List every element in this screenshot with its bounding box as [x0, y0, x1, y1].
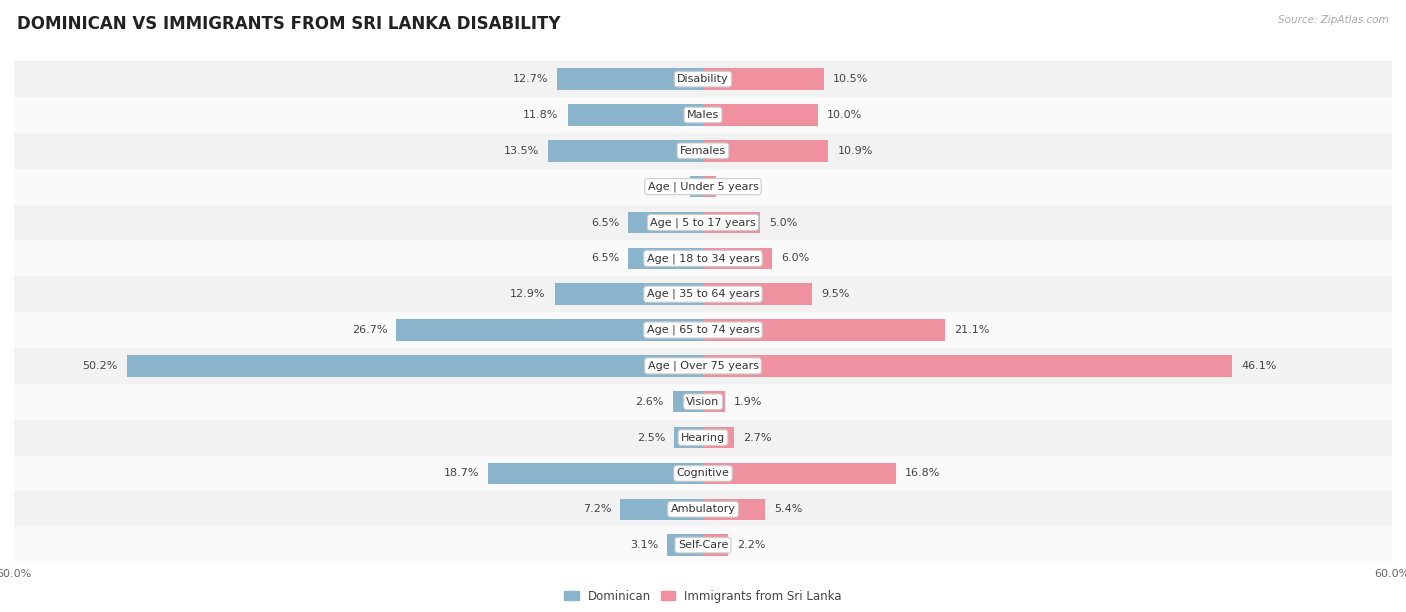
Text: 2.5%: 2.5% [637, 433, 665, 442]
Bar [14, 491, 1392, 527]
Text: Males: Males [688, 110, 718, 120]
Text: 46.1%: 46.1% [1241, 361, 1277, 371]
Bar [690, 176, 703, 198]
Bar [703, 463, 896, 484]
Text: 2.2%: 2.2% [738, 540, 766, 550]
Text: 10.0%: 10.0% [827, 110, 862, 120]
Text: 50.2%: 50.2% [82, 361, 117, 371]
Text: Self-Care: Self-Care [678, 540, 728, 550]
Bar [703, 140, 828, 162]
Bar [668, 534, 703, 556]
Bar [673, 391, 703, 412]
Bar [703, 212, 761, 233]
Text: Age | 65 to 74 years: Age | 65 to 74 years [647, 325, 759, 335]
Text: 1.1%: 1.1% [652, 182, 681, 192]
Bar [555, 283, 703, 305]
Text: DOMINICAN VS IMMIGRANTS FROM SRI LANKA DISABILITY: DOMINICAN VS IMMIGRANTS FROM SRI LANKA D… [17, 15, 561, 33]
Bar [14, 204, 1392, 241]
Text: Age | Over 75 years: Age | Over 75 years [648, 360, 758, 371]
Bar [703, 176, 716, 198]
Bar [548, 140, 703, 162]
Text: 2.7%: 2.7% [744, 433, 772, 442]
Bar [14, 133, 1392, 169]
Text: 1.9%: 1.9% [734, 397, 762, 407]
Text: Females: Females [681, 146, 725, 156]
Bar [14, 348, 1392, 384]
Text: 6.5%: 6.5% [591, 217, 619, 228]
Bar [14, 169, 1392, 204]
Text: Vision: Vision [686, 397, 720, 407]
Bar [703, 319, 945, 341]
Bar [628, 212, 703, 233]
Bar [568, 104, 703, 125]
Text: 10.5%: 10.5% [832, 74, 868, 84]
Bar [703, 427, 734, 449]
Bar [14, 420, 1392, 455]
Bar [127, 355, 703, 376]
Bar [620, 499, 703, 520]
Bar [703, 69, 824, 90]
Text: 13.5%: 13.5% [503, 146, 538, 156]
Bar [14, 384, 1392, 420]
Bar [703, 499, 765, 520]
Bar [703, 391, 725, 412]
Text: Hearing: Hearing [681, 433, 725, 442]
Bar [703, 355, 1232, 376]
Text: 5.4%: 5.4% [775, 504, 803, 514]
Bar [14, 61, 1392, 97]
Text: 12.9%: 12.9% [510, 289, 546, 299]
Text: Age | 5 to 17 years: Age | 5 to 17 years [650, 217, 756, 228]
Text: 1.1%: 1.1% [725, 182, 754, 192]
Bar [14, 312, 1392, 348]
Text: 6.0%: 6.0% [782, 253, 810, 263]
Text: 12.7%: 12.7% [513, 74, 548, 84]
Text: 21.1%: 21.1% [955, 325, 990, 335]
Text: 2.6%: 2.6% [636, 397, 664, 407]
Bar [703, 283, 813, 305]
Text: 7.2%: 7.2% [582, 504, 612, 514]
Text: Cognitive: Cognitive [676, 468, 730, 479]
Text: 9.5%: 9.5% [821, 289, 849, 299]
Bar [557, 69, 703, 90]
Text: Source: ZipAtlas.com: Source: ZipAtlas.com [1278, 15, 1389, 25]
Bar [703, 104, 818, 125]
Bar [703, 248, 772, 269]
Text: Age | 18 to 34 years: Age | 18 to 34 years [647, 253, 759, 264]
Text: 11.8%: 11.8% [523, 110, 558, 120]
Bar [14, 241, 1392, 276]
Text: 18.7%: 18.7% [444, 468, 479, 479]
Text: 5.0%: 5.0% [769, 217, 797, 228]
Text: 3.1%: 3.1% [630, 540, 658, 550]
Bar [703, 534, 728, 556]
Bar [14, 455, 1392, 491]
Text: 10.9%: 10.9% [838, 146, 873, 156]
Text: 16.8%: 16.8% [905, 468, 941, 479]
Text: 6.5%: 6.5% [591, 253, 619, 263]
Bar [14, 276, 1392, 312]
Text: Ambulatory: Ambulatory [671, 504, 735, 514]
Text: Age | Under 5 years: Age | Under 5 years [648, 181, 758, 192]
Bar [628, 248, 703, 269]
Bar [488, 463, 703, 484]
Bar [14, 527, 1392, 563]
Bar [396, 319, 703, 341]
Text: Disability: Disability [678, 74, 728, 84]
Text: Age | 35 to 64 years: Age | 35 to 64 years [647, 289, 759, 299]
Legend: Dominican, Immigrants from Sri Lanka: Dominican, Immigrants from Sri Lanka [560, 585, 846, 607]
Bar [14, 97, 1392, 133]
Text: 26.7%: 26.7% [352, 325, 387, 335]
Bar [675, 427, 703, 449]
